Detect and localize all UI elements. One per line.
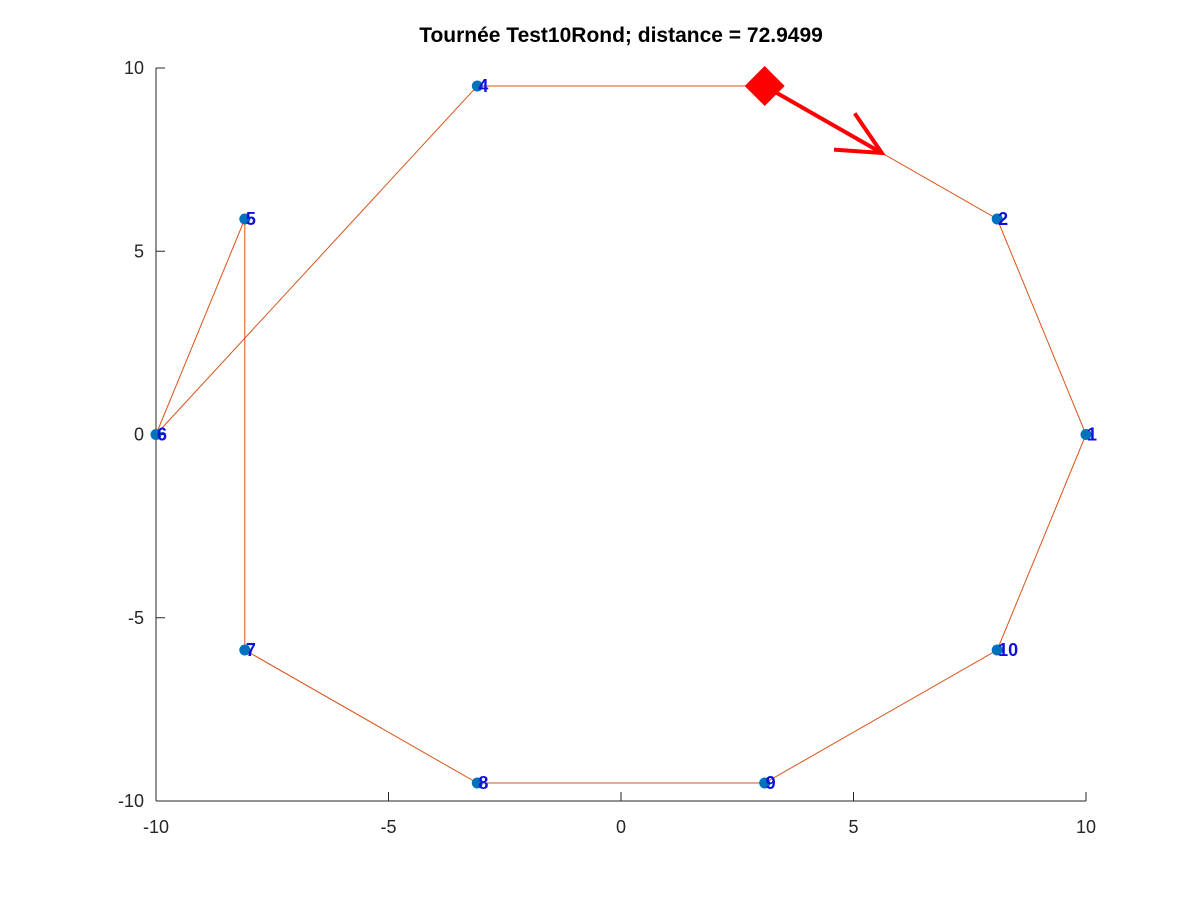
city-point (471, 777, 483, 789)
x-tick-label: 0 (616, 817, 626, 837)
start-marker-layer (744, 65, 886, 156)
city-point (1080, 429, 1092, 440)
route-line (155, 85, 1087, 784)
city-point (471, 80, 483, 92)
route-layer (155, 85, 1087, 784)
city-point (150, 429, 162, 440)
city-label: 1 (1087, 425, 1097, 445)
x-tick-label: -10 (143, 817, 169, 837)
city-label: 8 (478, 773, 488, 793)
y-tick-label: -5 (128, 608, 144, 628)
city-label: 4 (478, 76, 488, 96)
city-label: 2 (998, 209, 1008, 229)
y-tick-label: 0 (134, 425, 144, 445)
city-point (239, 213, 251, 225)
city-label: 6 (157, 425, 167, 445)
y-tick-label: 10 (124, 58, 144, 78)
direction-arrow-shaft (763, 84, 883, 155)
city-label: 5 (246, 209, 256, 229)
labels-layer: 12345678910 (157, 76, 1097, 793)
x-tick-label: -5 (380, 817, 396, 837)
city-point (991, 644, 1003, 656)
points-layer (150, 80, 1092, 789)
axes: -10 -5 0 5 10 -10 -5 0 5 10 (118, 58, 1096, 837)
city-label: 10 (998, 640, 1018, 660)
city-point (991, 213, 1003, 225)
x-tick-label: 5 (848, 817, 858, 837)
y-tick-label: -10 (118, 791, 144, 811)
start-diamond-marker (744, 65, 785, 106)
city-label: 9 (766, 773, 776, 793)
direction-arrow-head (833, 112, 886, 156)
y-tick-label: 5 (134, 241, 144, 261)
city-point (239, 644, 251, 656)
x-tick-label: 10 (1076, 817, 1096, 837)
city-point (759, 777, 771, 789)
chart-title: Tournée Test10Rond; distance = 72.9499 (419, 24, 823, 47)
city-label: 7 (246, 640, 256, 660)
